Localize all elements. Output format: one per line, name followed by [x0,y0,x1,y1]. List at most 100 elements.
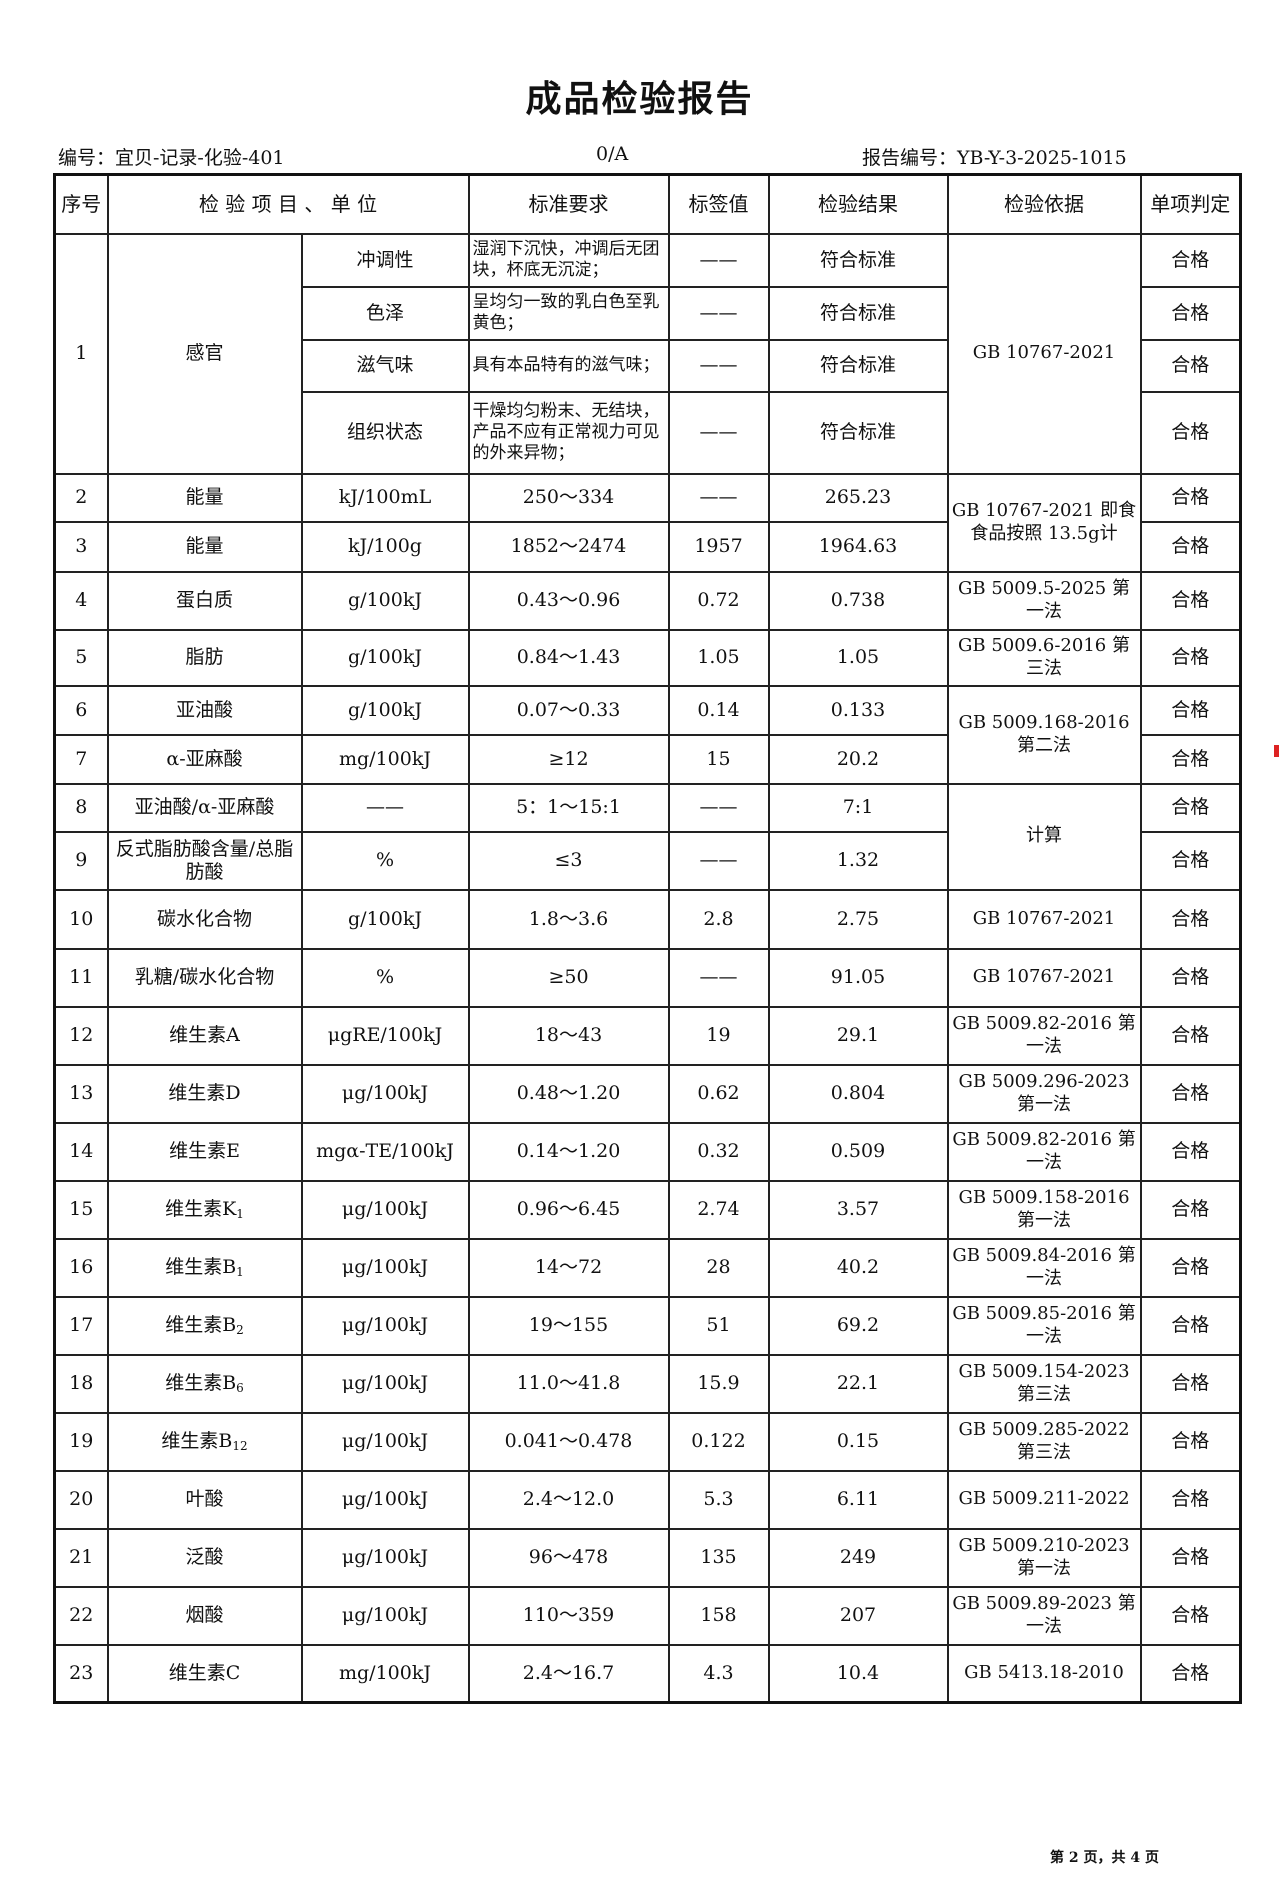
table-row: 21 泛酸 μg/100kJ 96～478 135 249 GB 5009.210-2023… [53,1527,1242,1588]
label-value: 19 [667,1005,770,1066]
table-row: 14 维生素E mgα-TE/100kJ 0.14～1.20 0.32 0.509 GB 5… [53,1121,1242,1182]
table-row: 8 亚油酸/α-亚麻酸 —— 5：1～15:1 —— 7:1 计算 合格 [53,782,1242,891]
test-method: GB 5009.158-2016 第一法 [946,1179,1142,1240]
document-code: 编号：宜贝-记录-化验-401 [58,147,285,169]
standard-requirement: 0.041～0.478 [467,1411,670,1472]
test-method: GB 5009.211-2022 [946,1469,1142,1530]
row-no: 15 [53,1179,109,1240]
item-name-text: 维生素K [165,1197,237,1220]
label-value: 0.32 [667,1121,770,1182]
standard-requirement: 0.07～0.33 [467,684,670,736]
unit: μg/100kJ [300,1469,470,1530]
judgment: 合格 [1139,684,1242,736]
test-result: 符合标准 [767,338,949,393]
unit: % [300,947,470,1008]
header-item-unit: 检 验 项 目 、 单 位 [106,173,470,235]
item-name-text: 维生素B [165,1255,237,1278]
row-no: 11 [53,947,109,1008]
judgment: 合格 [1139,1179,1242,1240]
item-name-text: 烟酸 [185,1604,224,1627]
judgment: 合格 [1139,1469,1242,1530]
table-row: 20 叶酸 μg/100kJ 2.4～12.0 5.3 6.11 GB 5009.211-2… [53,1469,1242,1530]
standard-requirement: 1852～2474 [467,520,670,573]
table-row: 6 亚油酸 g/100kJ 0.07～0.33 0.14 0.133 GB 5009.168… [53,684,1242,785]
label-value: —— [667,782,770,833]
unit: μg/100kJ [300,1179,470,1240]
row-no: 6 [53,684,109,736]
label-value: —— [667,472,770,523]
judgment: 合格 [1139,1237,1242,1298]
table-row: 15 维生素K1 μg/100kJ 0.96～6.45 2.74 3.57 GB 5009.… [53,1179,1242,1240]
table-row: 2 能量 kJ/100mL 250～334 —— 265.23 GB 10767-2021 … [53,472,1242,573]
row-no: 2 [53,472,109,523]
page-number: 第 2 页，共 4 页 [1050,1850,1159,1866]
standard-requirement: 14～72 [467,1237,670,1298]
test-result: 20.2 [767,733,949,785]
row-no: 20 [53,1469,109,1530]
table-row: 12 维生素A μgRE/100kJ 18～43 19 29.1 GB 5009.82-20… [53,1005,1242,1066]
row-no: 5 [53,628,109,687]
sub-item-name: 组织状态 [300,390,470,475]
item-name: α-亚麻酸 [106,733,303,785]
judgment: 合格 [1139,1585,1242,1646]
unit: kJ/100g [300,520,470,573]
standard-requirement: 0.96～6.45 [467,1179,670,1240]
test-result: 207 [767,1585,949,1646]
row-no: 13 [53,1063,109,1124]
item-name: 碳水化合物 [106,888,303,950]
label-value: —— [667,830,770,891]
test-method: GB 5009.89-2023 第一法 [946,1585,1142,1646]
judgment: 合格 [1139,830,1242,891]
item-name: 泛酸 [106,1527,303,1588]
unit: mg/100kJ [300,1643,470,1704]
test-result: 249 [767,1527,949,1588]
test-result: 1.05 [767,628,949,687]
label-value: —— [667,947,770,1008]
row-no: 7 [53,733,109,785]
row-no: 14 [53,1121,109,1182]
label-value: 2.8 [667,888,770,950]
row-no: 18 [53,1353,109,1414]
unit: kJ/100mL [300,472,470,523]
row-no: 9 [53,830,109,891]
test-result: 3.57 [767,1179,949,1240]
standard-requirement: 0.48～1.20 [467,1063,670,1124]
table-row: 18 维生素B6 μg/100kJ 11.0～41.8 15.9 22.1 GB 5009.… [53,1353,1242,1414]
inspection-table: 序号 检 验 项 目 、 单 位 标准要求 标签值 检验结果 检验依据 单项判定… [53,173,1242,1704]
table-row: 5 脂肪 g/100kJ 0.84～1.43 1.05 1.05 GB 5009.6-201… [53,628,1242,687]
unit: mg/100kJ [300,733,470,785]
judgment: 合格 [1139,947,1242,1008]
test-result: 0.133 [767,684,949,736]
item-name-text: 亚油酸 [175,698,233,721]
test-method: GB 5009.285-2022 第三法 [946,1411,1142,1472]
label-value: 2.74 [667,1179,770,1240]
label-value: —— [667,232,770,288]
table-row: 滋气味 具有本品特有的滋气味； —— 符合标准 合格 [55,338,1242,393]
item-name: 维生素E [106,1121,303,1182]
table-row: 9 反式脂肪酸含量/总脂肪酸% ≤3 —— 1.32 合格 [53,830,1242,891]
item-name: 维生素B6 [106,1353,303,1414]
judgment: 合格 [1139,1643,1242,1704]
unit: —— [300,782,470,833]
test-result: 符合标准 [767,390,949,475]
table-row: 3 能量 kJ/100g 1852～2474 1957 1964.63 合格 [53,520,1242,573]
item-name-text: 维生素D [168,1082,241,1105]
item-name: 维生素A [106,1005,303,1066]
judgment: 合格 [1139,1353,1242,1414]
item-name: 维生素D [106,1063,303,1124]
table-row: 16 维生素B1 μg/100kJ 14～72 28 40.2 GB 5009.84-201… [53,1237,1242,1298]
test-method: GB 5009.296-2023 第一法 [946,1063,1142,1124]
standard-requirement: 具有本品特有的滋气味； [467,338,670,393]
header-result: 检验结果 [767,173,949,235]
test-result: 40.2 [767,1237,949,1298]
judgment: 合格 [1139,232,1242,288]
table-row: 1 感官 冲调性 湿润下沉快，冲调后无团块，杯底无沉淀； —— 符合标准 GB 10767-… [53,232,1242,475]
judgment: 合格 [1139,888,1242,950]
test-method: GB 5413.18-2010 [946,1643,1142,1704]
test-method: GB 5009.82-2016 第一法 [946,1121,1142,1182]
label-value: —— [667,338,770,393]
item-name-text: 亚油酸/α-亚麻酸 [134,796,275,819]
table-row: 色泽 呈均匀一致的乳白色至乳黄色； —— 符合标准 合格 [55,285,1242,341]
header-no: 序号 [53,173,109,235]
judgment: 合格 [1139,520,1242,573]
